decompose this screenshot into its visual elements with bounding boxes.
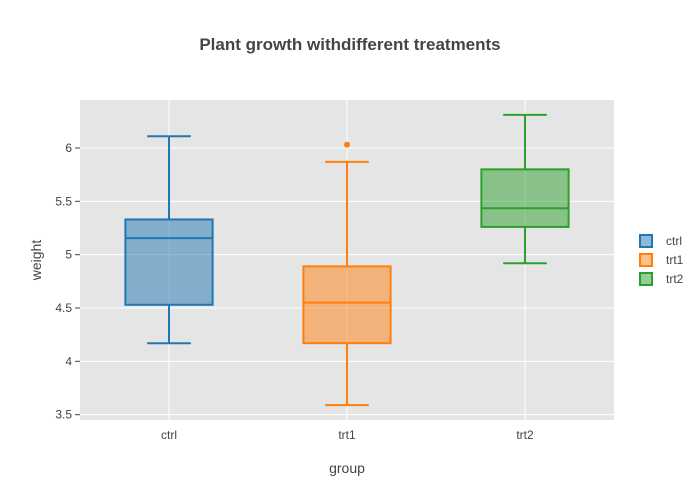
box-body: [302, 265, 392, 345]
y-axis-title: weight: [28, 240, 44, 282]
box-trt2: [480, 113, 570, 265]
legend-swatch-ctrl: [639, 234, 653, 248]
outlier-point: [344, 141, 350, 148]
x-axis-title: group: [329, 460, 365, 476]
y-tick-label: 6: [65, 141, 72, 155]
x-tick-label: trt1: [338, 428, 356, 442]
legend-label-trt1: trt1: [666, 253, 684, 267]
y-tick-labels: 3.5 4 4.5 5 5.5 6: [55, 141, 80, 422]
box-body: [480, 168, 570, 228]
box-body: [124, 218, 214, 306]
legend-label-ctrl: ctrl: [666, 234, 682, 248]
boxes: [124, 113, 570, 407]
legend-swatch-trt2: [639, 272, 653, 286]
y-tick-label: 3.5: [55, 408, 72, 422]
legend-swatch-trt1: [639, 253, 653, 267]
y-tick-label: 4.5: [55, 301, 72, 315]
box-ctrl: [124, 135, 214, 345]
box-trt1: [302, 141, 392, 407]
y-tick-label: 5.5: [55, 194, 72, 208]
x-tick-label: ctrl: [161, 428, 177, 442]
x-tick-labels: ctrl trt1 trt2: [161, 428, 534, 442]
legend: ctrl trt1 trt2: [639, 234, 684, 286]
x-tick-label: trt2: [516, 428, 534, 442]
y-tick-label: 4: [65, 354, 72, 368]
y-tick-label: 5: [65, 248, 72, 262]
legend-label-trt2: trt2: [666, 272, 684, 286]
chart-title: Plant growth withdifferent treatments: [199, 35, 500, 54]
